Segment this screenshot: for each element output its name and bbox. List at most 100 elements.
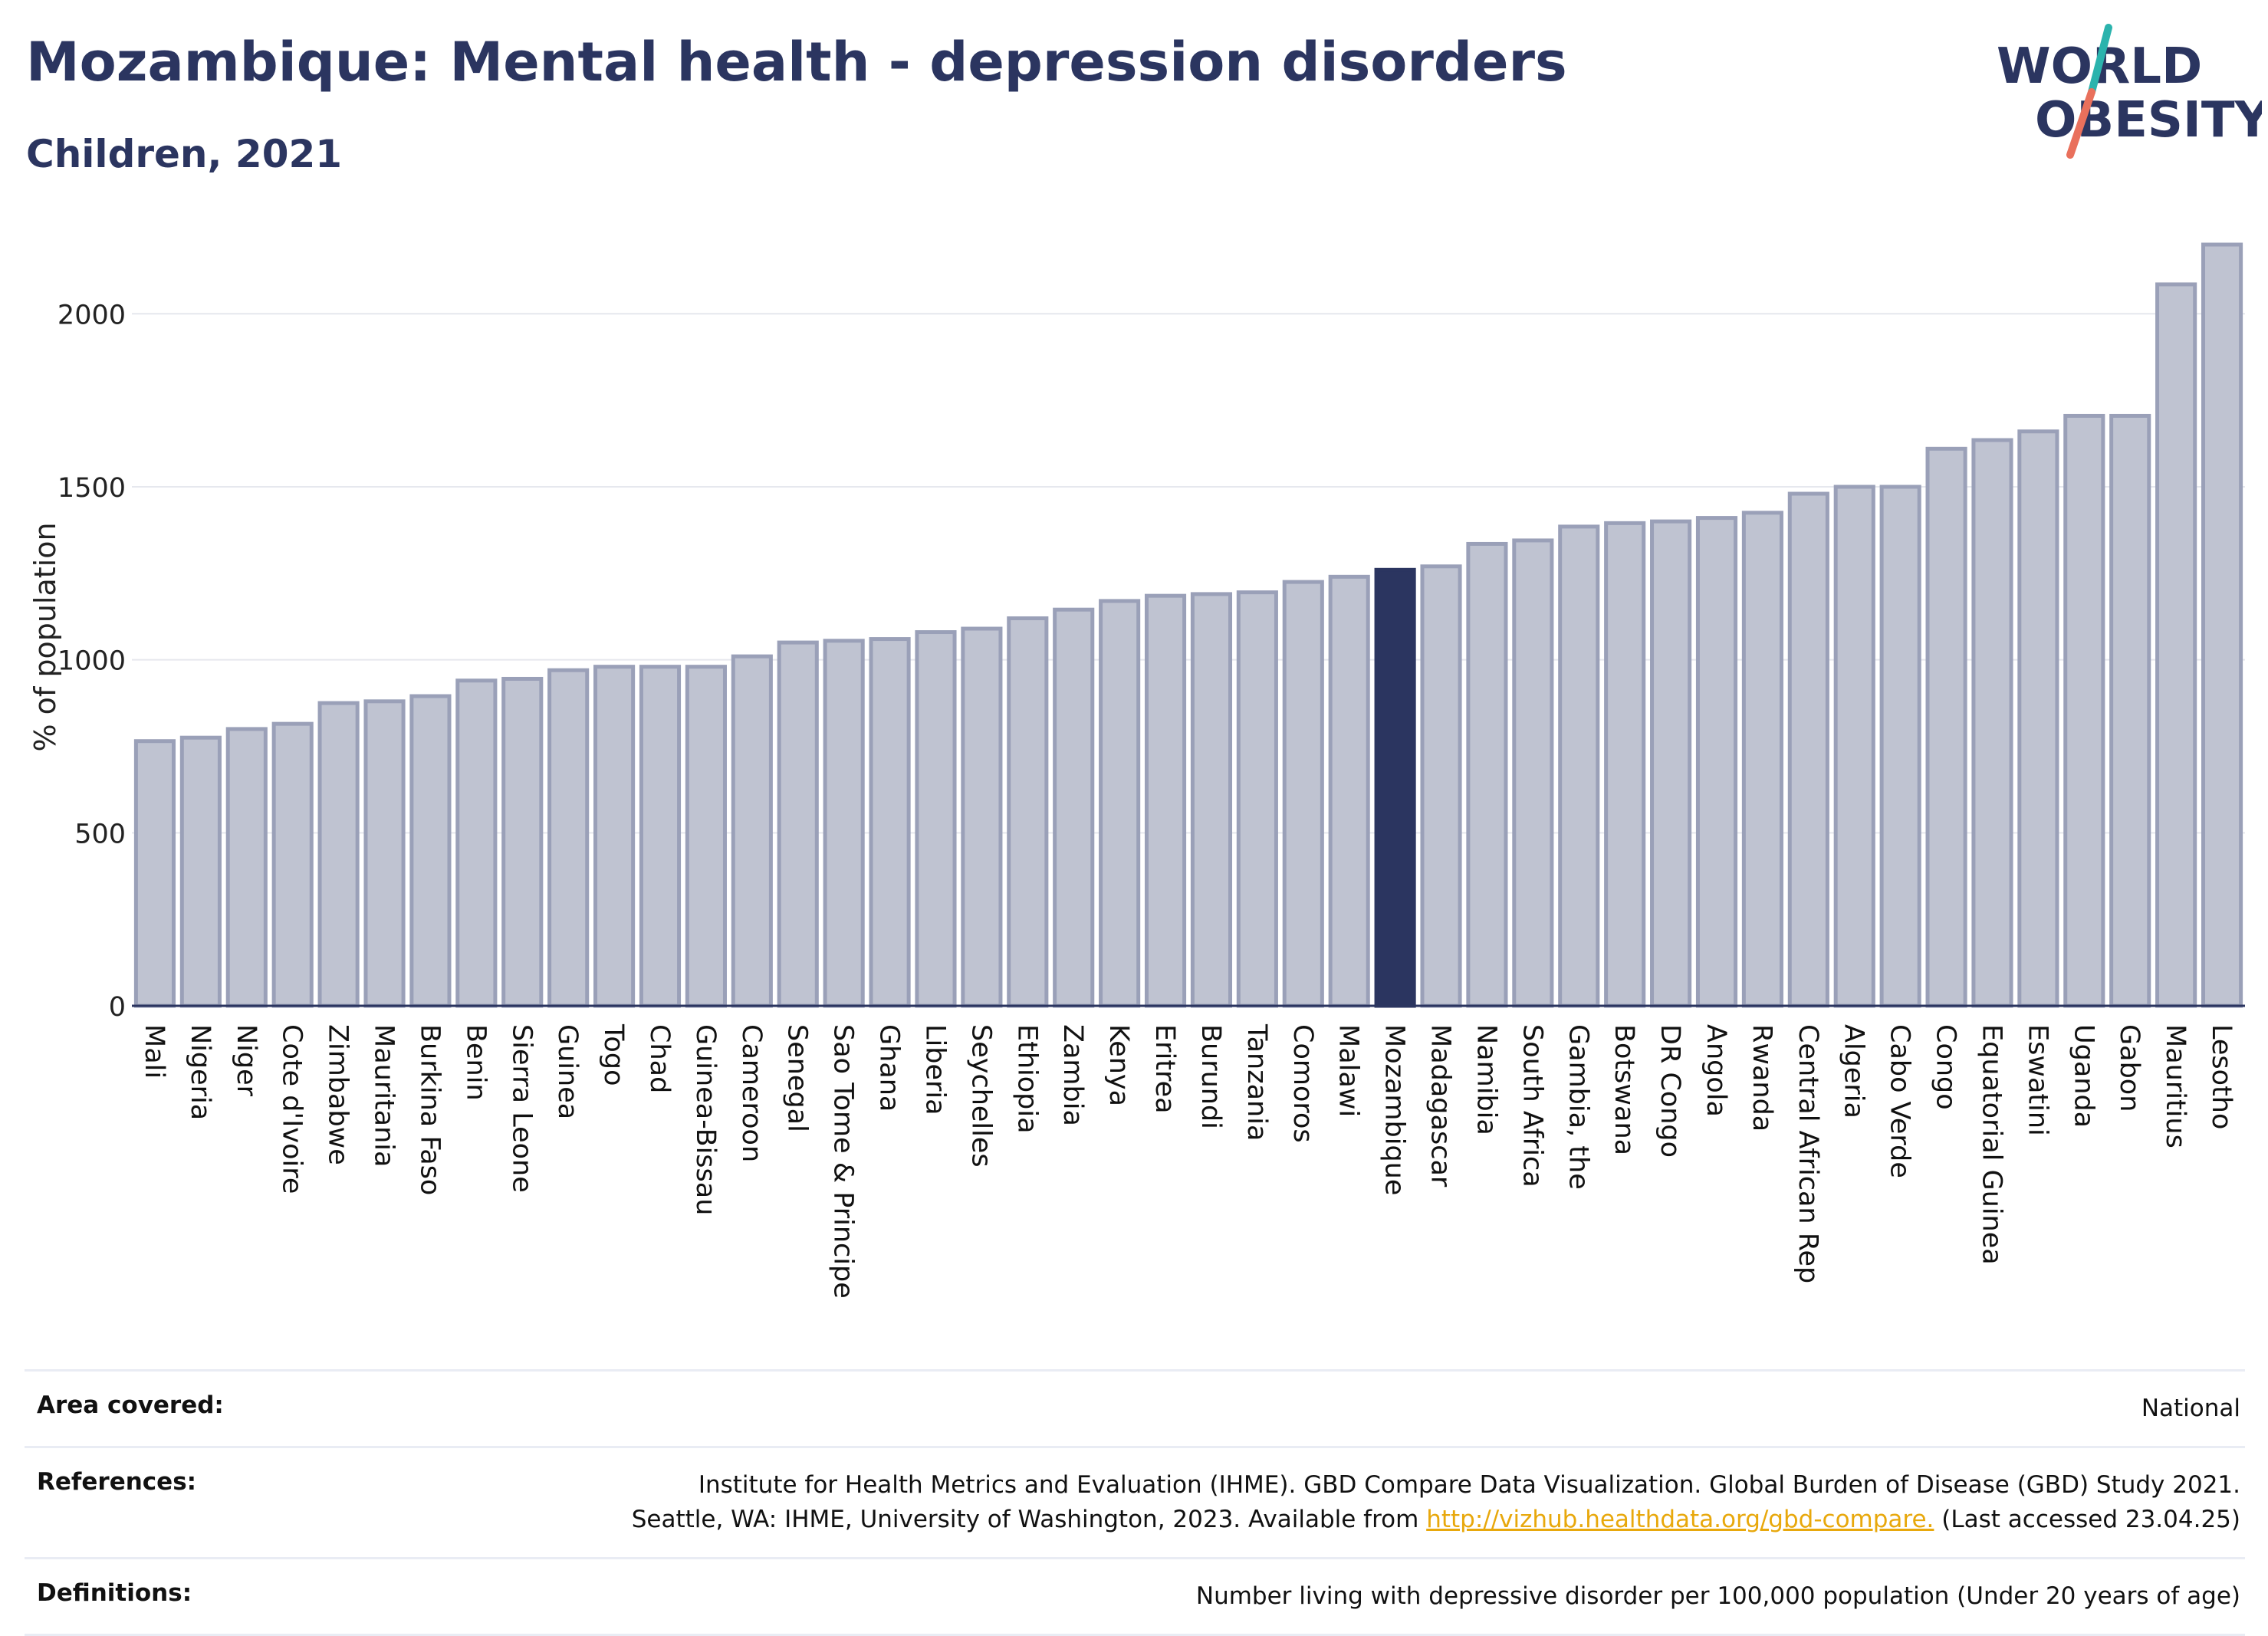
x-tick-label: Madagascar <box>1425 1024 1456 1188</box>
references-line2: Seattle, WA: IHME, University of Washing… <box>631 1505 1419 1533</box>
bar <box>179 735 222 1008</box>
bar <box>1236 590 1278 1008</box>
bar <box>639 665 682 1008</box>
x-tick-label: Niger <box>231 1024 261 1097</box>
chart-subtitle: Children, 2021 <box>26 132 343 176</box>
x-tick-label: Benin <box>460 1024 491 1101</box>
x-tick-label: Congo <box>1931 1024 1961 1110</box>
x-tick-label: Sao Tome & Principe <box>828 1024 859 1299</box>
x-tick-label: Gambia, the <box>1563 1024 1593 1190</box>
logo-slash-teal <box>2088 24 2112 96</box>
y-tick-label: 0 <box>109 992 126 1023</box>
x-tick-label: Cabo Verde <box>1885 1024 1915 1178</box>
x-tick-label: Mozambique <box>1379 1024 1410 1195</box>
bar <box>2109 413 2151 1008</box>
x-tick-label: Uganda <box>2068 1024 2099 1128</box>
bar <box>363 699 406 1008</box>
references-line1: Institute for Health Metrics and Evaluat… <box>698 1470 2240 1499</box>
bar <box>1971 438 2013 1008</box>
x-tick-label: Gabon <box>2114 1024 2145 1112</box>
bar <box>1053 607 1095 1008</box>
y-tick-label: 1500 <box>58 473 126 504</box>
x-tick-label: Guinea-Bissau <box>690 1024 721 1215</box>
bar <box>2063 413 2105 1008</box>
references-value: Institute for Health Metrics and Evaluat… <box>632 1468 2240 1537</box>
bar <box>915 630 957 1008</box>
x-tick-label: Ghana <box>874 1024 905 1112</box>
x-tick-label: Mauritius <box>2160 1024 2191 1148</box>
x-tick-label: Mauritania <box>369 1024 399 1167</box>
bar <box>1420 564 1462 1008</box>
footer-row-references: References: Institute for Health Metrics… <box>25 1445 2245 1557</box>
bar <box>777 640 819 1008</box>
references-link[interactable]: http://vizhub.healthdata.org/gbd-compare… <box>1426 1505 1934 1533</box>
bar <box>501 676 544 1008</box>
bar <box>1282 580 1324 1008</box>
x-tick-label: Malawi <box>1333 1024 1364 1117</box>
x-tick-label: Senegal <box>782 1024 813 1132</box>
footer-row-area: Area covered: National <box>25 1369 2245 1446</box>
bar <box>317 701 360 1008</box>
bar <box>1512 538 1554 1008</box>
chart-title: Mozambique: Mental health - depression d… <box>26 31 1567 94</box>
bar <box>455 678 498 1008</box>
bar <box>1328 574 1370 1008</box>
area-label: Area covered: <box>37 1391 224 1419</box>
logo-slash-coral <box>2066 88 2095 159</box>
bar-highlighted <box>1374 567 1416 1008</box>
x-tick-label: Mali <box>139 1024 169 1079</box>
bar <box>1741 511 1783 1008</box>
bar <box>1879 485 1921 1008</box>
bar <box>1190 592 1233 1008</box>
bar <box>1650 519 1692 1008</box>
bar <box>225 727 268 1008</box>
bar <box>1144 593 1187 1008</box>
bar <box>1833 485 1875 1008</box>
bar <box>593 665 636 1008</box>
bar <box>1466 541 1508 1008</box>
x-tick-label: Namibia <box>1471 1024 1501 1135</box>
definitions-label: Definitions: <box>37 1579 192 1607</box>
x-tick-label: South Africa <box>1517 1024 1547 1188</box>
bar <box>133 739 176 1008</box>
x-tick-label: Sierra Leone <box>506 1024 537 1193</box>
bar <box>2017 429 2059 1008</box>
bar <box>1787 491 1829 1008</box>
world-obesity-logo: WORLD OBESITY <box>1997 24 2262 159</box>
bar <box>685 665 727 1008</box>
x-tick-label: Angola <box>1701 1024 1731 1117</box>
bar <box>1007 616 1049 1008</box>
bar <box>2201 242 2243 1008</box>
bar-chart: 0 500 1000 1500 2000 % of population Mali Niger… <box>28 242 2245 1299</box>
x-tick-label: Tanzania <box>1241 1023 1272 1141</box>
x-tick-label: Eritrea <box>1149 1024 1180 1114</box>
x-tick-label: Burkina Faso <box>414 1024 445 1195</box>
area-value: National <box>2141 1395 2240 1422</box>
bar <box>823 639 865 1008</box>
x-tick-label: Ethiopia <box>1011 1024 1042 1134</box>
x-tick-label: Liberia <box>919 1024 950 1115</box>
bar <box>1558 524 1600 1008</box>
x-tick-label: Togo <box>598 1023 629 1086</box>
x-tick-label: Zambia <box>1057 1024 1088 1126</box>
x-tick-label: Central African Rep <box>1793 1024 1823 1283</box>
references-tail: (Last accessed 23.04.25) <box>1941 1505 2240 1533</box>
x-tick-label: Guinea <box>552 1024 583 1119</box>
definitions-value: Number living with depressive disorder p… <box>1195 1582 2240 1610</box>
x-tick-label: Botswana <box>1609 1024 1639 1155</box>
y-axis-title: % of population <box>28 522 62 751</box>
x-tick-label: Equatorial Guinea <box>1976 1024 2007 1265</box>
bar <box>1099 599 1141 1008</box>
bar <box>961 626 1003 1008</box>
x-tick-label: Algeria <box>1839 1024 1869 1119</box>
bar <box>1925 446 1967 1008</box>
bar <box>2155 282 2197 1008</box>
x-tick-label: DR Congo <box>1655 1024 1685 1158</box>
bar <box>547 668 590 1008</box>
y-tick-label: 2000 <box>58 300 126 330</box>
bar <box>409 694 452 1008</box>
x-tick-label: Chad <box>644 1024 675 1093</box>
bar <box>731 654 773 1008</box>
bar <box>1604 521 1646 1008</box>
x-tick-label: Cameroon <box>736 1024 767 1162</box>
